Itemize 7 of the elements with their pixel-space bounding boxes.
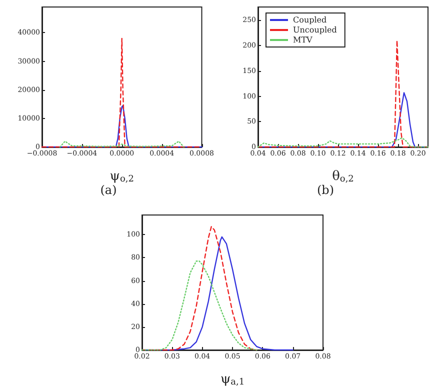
line-series [141, 260, 258, 351]
text: (a) [100, 183, 117, 197]
legend-label: Coupled [293, 16, 327, 24]
legend-label: Uncoupled [293, 26, 337, 34]
text: (b) [316, 183, 334, 197]
legend-label: MTV [293, 36, 313, 44]
line-series [141, 226, 258, 351]
